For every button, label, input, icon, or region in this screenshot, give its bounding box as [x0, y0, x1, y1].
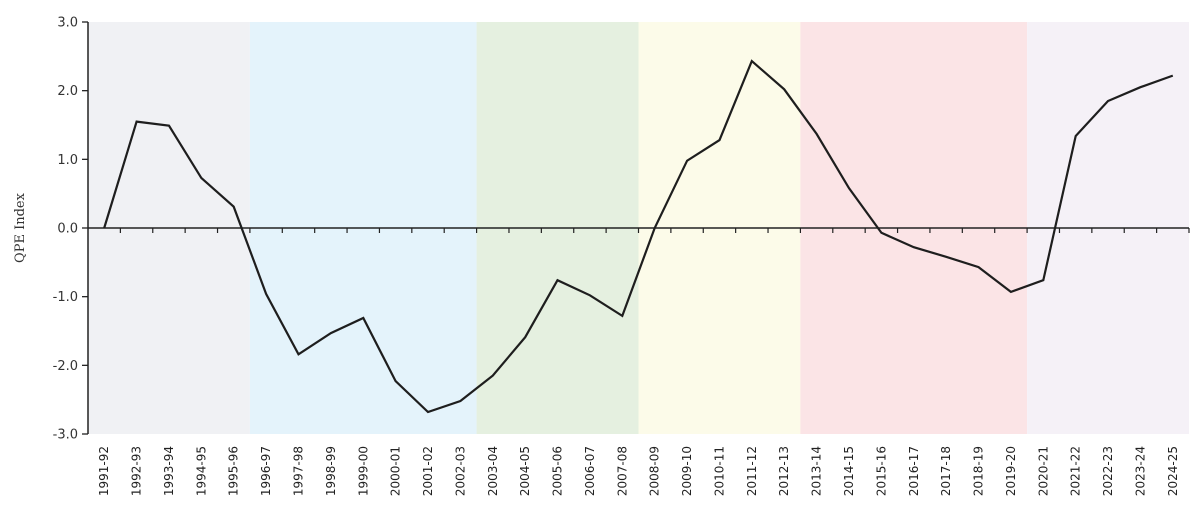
x-tick-label: 2008-09 — [648, 446, 662, 496]
x-tick-label: 2023-24 — [1133, 446, 1147, 496]
x-tick-label: 2012-13 — [777, 446, 791, 496]
x-tick-label: 1997-98 — [291, 446, 305, 496]
x-tick-label: 2002-03 — [453, 446, 467, 496]
x-tick-label: 2006-07 — [583, 446, 597, 496]
qpe-index-series-line — [103, 59, 1174, 414]
y-axis: 3.0 2.0 1.0 0.0 -1.0 -2.0 -3.0 — [53, 16, 89, 443]
x-tick-label: 1992-93 — [130, 446, 144, 496]
x-tick-label: 1994-95 — [194, 446, 208, 496]
x-tick-label: 1991-92 — [97, 446, 111, 496]
x-tick-label: 2019-20 — [1004, 446, 1018, 496]
x-tick-label: 1998-99 — [324, 446, 338, 496]
x-tick-label: 2021-22 — [1069, 446, 1083, 496]
x-tick-label: 2018-19 — [972, 446, 986, 496]
x-tick-label: 2024-25 — [1166, 446, 1180, 496]
x-tick-label: 2015-16 — [874, 446, 888, 496]
x-tick-label: 2013-14 — [810, 446, 824, 496]
x-tick-label: 2011-12 — [745, 446, 759, 496]
x-tick-label: 2000-01 — [389, 446, 403, 496]
x-tick-label: 2005-06 — [551, 446, 565, 496]
y-tick-label: -2.0 — [53, 359, 78, 374]
x-tick-label: 2020-21 — [1036, 446, 1050, 496]
x-tick-label: 2003-04 — [486, 446, 500, 496]
x-tick-label: 2016-17 — [907, 446, 921, 496]
x-tick-label: 2010-11 — [712, 446, 726, 496]
y-tick-label: 0.0 — [57, 222, 78, 237]
y-tick-label: 3.0 — [57, 16, 78, 31]
y-tick-label: 1.0 — [57, 153, 78, 168]
y-axis-label: QPE Index — [13, 192, 28, 263]
y-tick-label: -3.0 — [53, 428, 78, 443]
x-tick-label: 2009-10 — [680, 446, 694, 496]
x-tick-label: 2014-15 — [842, 446, 856, 496]
x-tick-label: 2004-05 — [518, 446, 532, 496]
x-tick-label: 2001-02 — [421, 446, 435, 496]
x-tick-label: 1993-94 — [162, 446, 176, 496]
x-tick-label: 1996-97 — [259, 446, 273, 496]
x-tick-label: 2022-23 — [1101, 446, 1115, 496]
y-tick-label: 2.0 — [57, 84, 78, 99]
x-tick-label: 2007-08 — [615, 446, 629, 496]
x-tick-label: 1995-96 — [227, 446, 241, 496]
y-tick-label: -1.0 — [53, 290, 78, 305]
x-axis: 1991-92 1992-93 1993-94 1994-95 1995-96 1996-… — [88, 227, 1190, 496]
x-tick-label: 2017-18 — [939, 446, 953, 496]
x-tick-label: 1999-00 — [356, 446, 370, 496]
